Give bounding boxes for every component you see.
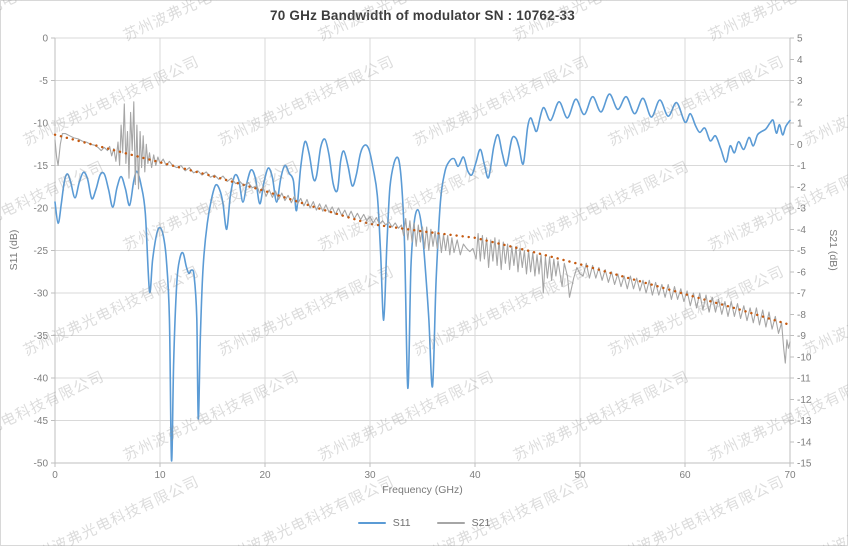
tick-label: 20 bbox=[259, 470, 271, 481]
tick-label: -25 bbox=[34, 246, 49, 257]
tick-label: 5 bbox=[797, 34, 803, 45]
tick-label: -2 bbox=[797, 182, 806, 193]
legend-label-s21: S21 bbox=[471, 517, 491, 529]
legend: S11 S21 bbox=[0, 517, 848, 529]
legend-item-s21: S21 bbox=[436, 517, 491, 529]
tick-label: 0 bbox=[52, 470, 58, 481]
tick-label: -35 bbox=[34, 331, 49, 342]
tick-label: -50 bbox=[34, 459, 49, 470]
tick-label: -6 bbox=[797, 267, 806, 278]
tick-label: -15 bbox=[797, 459, 812, 470]
tick-label: -11 bbox=[797, 374, 811, 385]
left-axis-title: S11 (dB) bbox=[8, 229, 20, 271]
legend-label-s11: S11 bbox=[392, 517, 411, 529]
tick-label: 70 bbox=[784, 470, 796, 481]
right-axis-title: S21 (dB) bbox=[827, 229, 839, 271]
tick-label: 3 bbox=[797, 76, 803, 87]
tick-label: 40 bbox=[469, 470, 481, 481]
tick-label: -5 bbox=[39, 76, 48, 87]
tick-label: -12 bbox=[797, 395, 812, 406]
s21-line-swatch bbox=[436, 522, 465, 524]
s21-line bbox=[54, 101, 791, 364]
tick-label: -7 bbox=[797, 289, 806, 300]
tick-label: 1 bbox=[797, 119, 803, 130]
tick-label: -13 bbox=[797, 416, 812, 427]
tick-label: 30 bbox=[364, 470, 376, 481]
tick-label: -9 bbox=[797, 331, 806, 342]
tick-label: 4 bbox=[797, 55, 803, 66]
tick-label: -45 bbox=[34, 416, 49, 427]
tick-label: -30 bbox=[34, 289, 49, 300]
tick-label: 50 bbox=[574, 470, 586, 481]
tick-label: -10 bbox=[34, 119, 49, 130]
chart-title: 70 GHz Bandwidth of modulator SN : 10762… bbox=[270, 8, 575, 23]
tick-label: -4 bbox=[797, 225, 806, 236]
tick-label: -3 bbox=[797, 204, 806, 215]
tick-label: 2 bbox=[797, 97, 803, 108]
tick-label: -14 bbox=[797, 437, 812, 448]
tick-label: -40 bbox=[34, 374, 49, 385]
tick-label: -5 bbox=[797, 246, 806, 257]
s11-line-swatch bbox=[357, 522, 386, 524]
tick-label: 10 bbox=[154, 470, 166, 481]
tick-label: -15 bbox=[34, 161, 49, 172]
s11-line bbox=[54, 93, 791, 462]
tick-label: -8 bbox=[797, 310, 806, 321]
tick-label: -10 bbox=[797, 352, 812, 363]
tick-label: -1 bbox=[797, 161, 806, 172]
tick-label: -20 bbox=[34, 204, 49, 215]
tick-label: 0 bbox=[797, 140, 803, 151]
x-axis-title: Frequency (GHz) bbox=[382, 484, 463, 496]
tick-label: 60 bbox=[679, 470, 691, 481]
tick-label: 0 bbox=[42, 34, 48, 45]
legend-item-s11: S11 bbox=[357, 517, 411, 529]
